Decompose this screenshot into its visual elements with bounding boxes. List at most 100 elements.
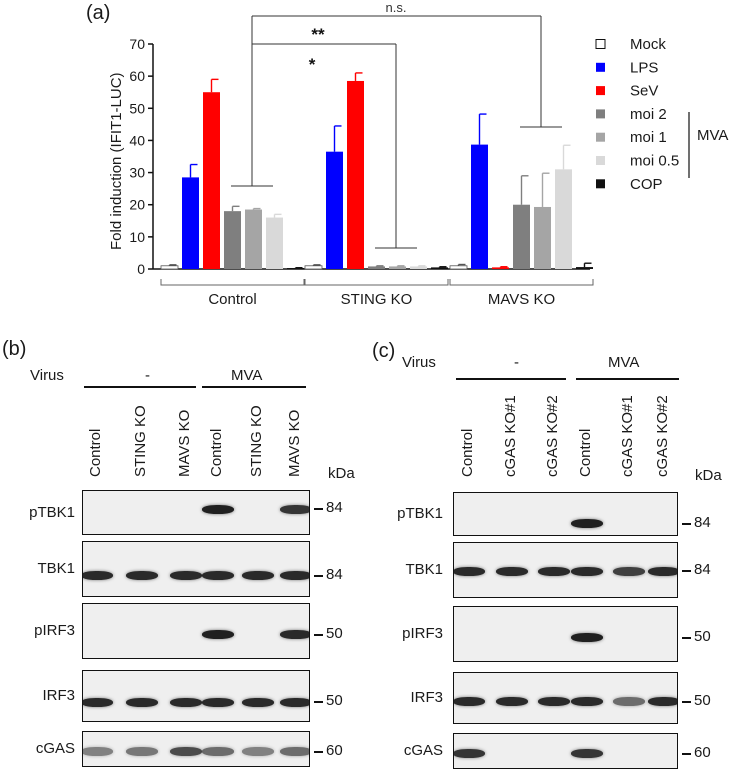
lane-label: cGAS KO#2 [544,395,561,477]
kda-value: 50 [694,691,711,709]
lane-label: Control [577,428,594,477]
group-line-b-mva [202,386,306,388]
band [454,749,485,759]
bar-cop [431,267,448,269]
lane-label: cGAS KO#1 [502,395,519,477]
kda-tick [314,574,323,577]
kda-tick [682,522,691,525]
kda-tick [682,636,691,639]
bar-sev [203,92,220,269]
kda-value: 84 [326,565,343,583]
kda-value: 84 [326,499,343,516]
blot-row-label: cGAS [403,742,443,759]
y-tick-label: 10 [129,229,145,245]
bar-cop [576,267,593,269]
legend-swatch [596,179,605,189]
band [571,697,603,707]
lane-label: Control [208,428,225,477]
legend-label: Mock [630,36,666,53]
blot-row-label: IRF3 [42,687,75,704]
bar-moi-0.5 [410,266,427,269]
band [280,697,309,707]
blot-row-label: pTBK1 [397,505,443,522]
band [538,566,570,576]
band [571,633,603,643]
bar-moi-2 [368,266,385,269]
bar-cop [287,268,304,269]
band [170,571,202,581]
band [202,504,234,514]
bar-mock [304,265,323,270]
blot-tbk1 [453,542,678,598]
kda-value: 84 [694,561,711,578]
lane-label: cGAS KO#1 [619,395,636,477]
legend-label: moi 1 [630,129,667,146]
legend-label: COP [630,176,663,193]
band [571,749,603,759]
kda-label-b: kDa [328,465,355,482]
band [83,571,113,581]
kda-tick [682,570,691,572]
band [202,571,234,581]
lane-label: MAVS KO [286,409,303,477]
kda-value: 60 [326,741,343,759]
y-tick-label: 20 [129,197,145,213]
group-line-b-mock [84,386,196,388]
y-tick-label: 50 [129,100,145,116]
bar-lps [182,177,199,269]
group-label: STING KO [341,291,413,308]
band [83,697,113,707]
blot-tbk1 [82,541,310,597]
blot-row-label: cGAS [35,740,75,757]
blot-ptbk1 [82,490,310,535]
kda-value: 50 [326,624,343,642]
bar-moi-1 [534,206,551,269]
bar-moi-1 [245,209,262,269]
legend-label: moi 0.5 [630,153,679,170]
bar-moi-2 [513,204,530,269]
group-bracket [160,279,305,286]
lane-label: MAVS KO [176,409,193,477]
bar-sev [492,267,509,269]
bar-moi-0.5 [266,217,283,269]
band [126,747,158,757]
band [280,630,309,640]
band [202,747,234,757]
legend-swatch [596,132,605,142]
kda-value: 84 [694,513,711,531]
bar-mock [160,265,179,270]
bar-chart: 0 10 20 30 40 50 60 70 Control STING KO MAVS KO n.s… [129,0,728,308]
legend-swatch [595,39,606,49]
kda-value: 50 [694,627,711,645]
band [242,747,274,757]
band [571,519,603,529]
panel-a-label: (a) [86,2,111,24]
lane-label: STING KO [248,405,265,477]
band [202,630,234,640]
band [126,697,158,707]
kda-tick [314,701,323,704]
legend-label: LPS [630,59,658,76]
double-star-annotation: ** [311,25,325,44]
blot-row-label: TBK1 [37,560,75,577]
star-annotation: * [309,55,316,74]
bar-sev [347,80,364,269]
lane-label: Control [459,428,476,477]
virus-label-b: Virus [30,367,64,384]
kda-label-c: kDa [695,467,722,484]
blot-pirf3 [82,603,310,659]
band [496,697,528,707]
group-line-c-mock [456,378,566,380]
bar-moi-1 [389,266,406,269]
kda-value: 50 [326,692,343,710]
legend-swatch [596,62,605,72]
kda-tick [314,633,323,636]
kda-tick [682,752,691,755]
blot-row-label: pTBK1 [29,503,75,521]
legend-swatch [596,86,605,96]
group-label: MAVS KO [488,291,555,308]
band [170,697,202,707]
lane-label: Control [87,428,104,477]
kda-tick [682,700,691,703]
band [280,504,309,514]
